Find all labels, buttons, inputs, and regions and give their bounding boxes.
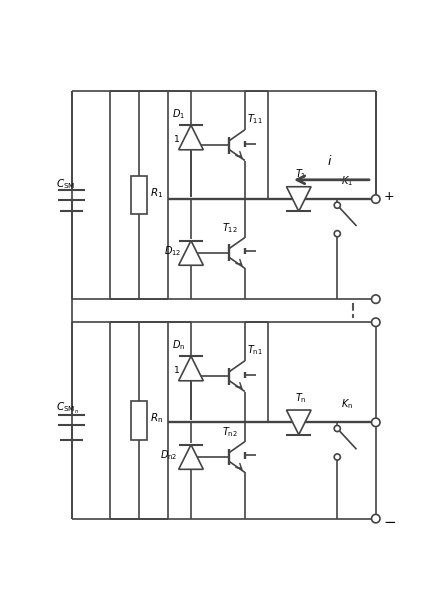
Text: $K_{\rm n}$: $K_{\rm n}$ [341, 397, 353, 411]
Circle shape [334, 454, 340, 460]
Text: $R_{\rm 1}$: $R_{\rm 1}$ [150, 186, 163, 200]
Text: $T_{\rm 12}$: $T_{\rm 12}$ [222, 221, 238, 235]
Polygon shape [179, 241, 203, 265]
Text: 1: 1 [174, 366, 180, 375]
Circle shape [371, 514, 380, 523]
Bar [131, 401, 147, 440]
Circle shape [371, 295, 380, 304]
Polygon shape [287, 187, 311, 211]
Text: $D_{\rm 12}$: $D_{\rm 12}$ [164, 244, 181, 257]
Polygon shape [179, 125, 203, 150]
Text: $R_{\rm n}$: $R_{\rm n}$ [150, 411, 163, 425]
Circle shape [334, 230, 340, 237]
Text: $i$: $i$ [327, 154, 332, 168]
Bar [131, 176, 147, 214]
Text: $T_{\rm 1}$: $T_{\rm 1}$ [295, 167, 306, 181]
Text: 1: 1 [174, 135, 180, 144]
Text: $T_{\rm n}$: $T_{\rm n}$ [295, 391, 306, 404]
Circle shape [334, 202, 340, 208]
Text: $D_{\rm n2}$: $D_{\rm n2}$ [160, 448, 178, 461]
Circle shape [371, 418, 380, 427]
Circle shape [371, 318, 380, 326]
Polygon shape [179, 356, 203, 381]
Text: $-$: $-$ [384, 514, 396, 529]
Text: $T_{\rm n1}$: $T_{\rm n1}$ [247, 343, 263, 357]
Text: $C_{\rm SM}$: $C_{\rm SM}$ [56, 177, 76, 191]
Text: $C_{{\rm SM}_n}$: $C_{{\rm SM}_n}$ [56, 401, 79, 416]
Text: $K_{\rm 1}$: $K_{\rm 1}$ [341, 174, 353, 187]
Text: $T_{\rm n2}$: $T_{\rm n2}$ [222, 425, 238, 439]
Circle shape [334, 425, 340, 431]
Text: $+$: $+$ [384, 190, 395, 203]
Polygon shape [179, 445, 203, 469]
Text: $D_{\rm 1}$: $D_{\rm 1}$ [172, 107, 185, 121]
Text: $T_{\rm 11}$: $T_{\rm 11}$ [247, 112, 263, 126]
Circle shape [371, 195, 380, 203]
Polygon shape [287, 410, 311, 434]
Text: $D_{\rm n}$: $D_{\rm n}$ [172, 338, 185, 352]
